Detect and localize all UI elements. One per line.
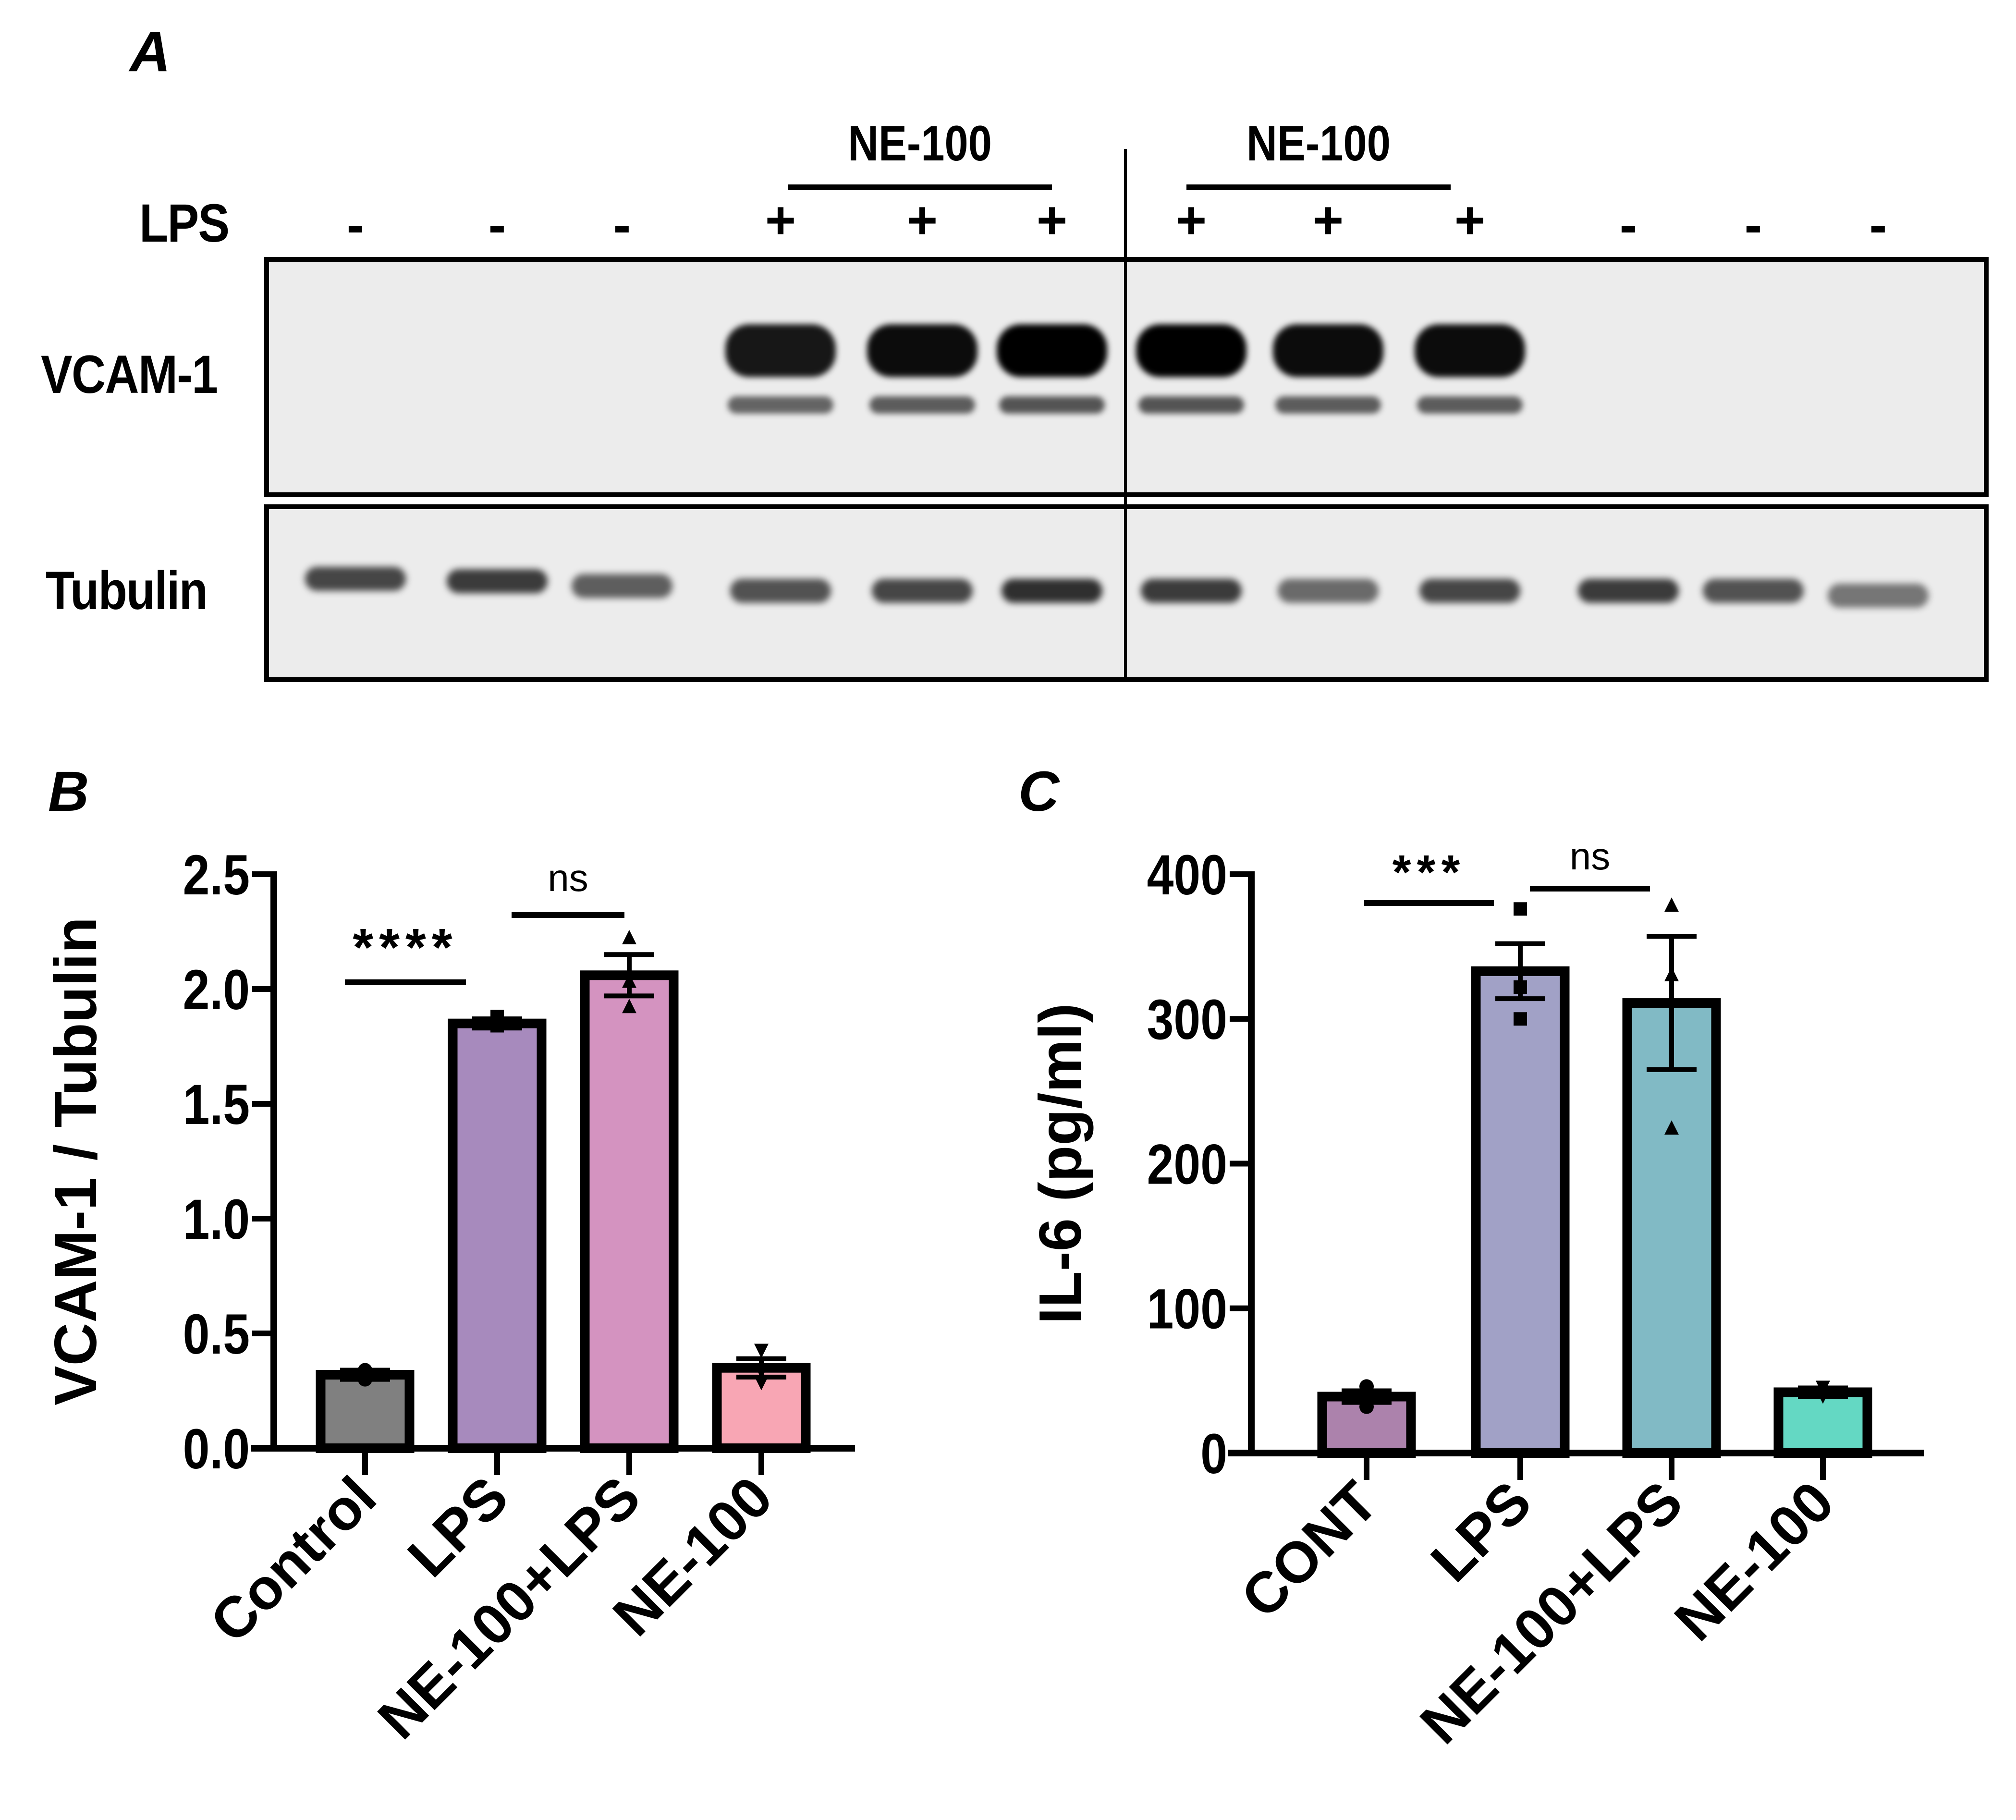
y-axis-title: IL-6 (pg/ml): [1027, 1003, 1094, 1324]
lane-sign-9: +: [1454, 191, 1486, 250]
il6-bar-chart: 0 100 200 300 400 IL-6 (pg/ml) CONT LPSNE-100+L…: [1027, 835, 1924, 1756]
ne100-group-label-2: NE-100: [1246, 116, 1391, 171]
vcam1-band-main: [1415, 324, 1525, 377]
tubulin-band: [572, 574, 672, 598]
tubulin-band: [1578, 579, 1679, 603]
lane-sign-11: -: [1744, 195, 1762, 255]
vcam1-band-lower: [999, 396, 1105, 414]
vcam1-band-lower: [1138, 396, 1244, 414]
lps-label: LPS: [139, 193, 230, 253]
data-point-triangle-down: [1816, 1380, 1830, 1395]
tubulin-band: [1419, 579, 1520, 603]
panel-c-letter: C: [1018, 760, 1060, 823]
data-point-circle: [358, 1365, 372, 1380]
ne100-group-bracket-2: [1186, 184, 1451, 190]
blot-divider-line: [1124, 149, 1127, 682]
tubulin-band: [872, 579, 973, 603]
y-tick-label: 1.5: [183, 1073, 250, 1136]
data-point-triangle: [622, 973, 636, 988]
blot-label-vcam-1: VCAM-1: [41, 344, 218, 404]
tubulin-band: [1828, 584, 1929, 608]
vcam1-band-main: [1136, 324, 1246, 377]
data-point-square: [490, 1010, 504, 1024]
significance-label: ns: [1570, 835, 1611, 878]
tubulin-band: [305, 567, 406, 591]
vcam1-band-lower: [1417, 396, 1523, 414]
vcam1-band-main: [867, 324, 977, 377]
significance-label: ****: [353, 918, 458, 977]
vcam1-band-lower: [728, 396, 833, 414]
vcam1-band-lower: [869, 396, 975, 414]
panel-b-letter: B: [48, 760, 89, 823]
y-tick-label: 400: [1147, 843, 1227, 906]
x-tick-label: CONT: [1229, 1469, 1390, 1630]
vcam1-bar-chart: 0.0 0.5 1.0 1.5 2.0 2.5 VCAM-1 / Tubulin Contro…: [43, 843, 855, 1751]
tubulin-band: [730, 579, 831, 603]
vcam1-band-main: [1273, 324, 1383, 377]
data-point-square: [1514, 1012, 1527, 1026]
x-tick-label: Control: [198, 1465, 388, 1655]
y-tick-label: 200: [1147, 1133, 1227, 1196]
x-tick-label: NE-100+LPS: [1408, 1469, 1695, 1756]
blot-label-tubulin: Tubulin: [46, 561, 208, 621]
x-tick-label: LPS: [1419, 1469, 1544, 1594]
ne100-group-label-1: NE-100: [848, 116, 992, 171]
y-tick-label: 300: [1147, 989, 1227, 1051]
lane-sign-7: +: [1175, 191, 1207, 250]
y-axis-title: VCAM-1 / Tubulin: [43, 917, 109, 1405]
y-tick-label: 100: [1147, 1278, 1227, 1341]
significance-label: ***: [1393, 845, 1466, 899]
data-point-square: [1514, 902, 1527, 916]
lane-sign-10: -: [1619, 195, 1637, 255]
significance-label: ns: [548, 856, 588, 899]
bar-lps: [1471, 966, 1570, 1458]
lane-sign-2: -: [488, 195, 506, 255]
y-tick-label: 0.0: [183, 1417, 250, 1480]
lane-sign-6: +: [1036, 191, 1068, 250]
data-point-triangle: [1664, 1120, 1679, 1135]
data-point-square: [1514, 980, 1527, 994]
data-point-triangle: [622, 999, 636, 1014]
vcam1-band-lower: [1275, 396, 1381, 414]
y-tick-label: 0.5: [183, 1303, 250, 1366]
x-tick-label: NE-100: [1662, 1469, 1846, 1653]
vcam1-band-main: [997, 324, 1107, 377]
data-point-triangle: [622, 929, 636, 944]
data-point-triangle: [1664, 966, 1679, 981]
lane-sign-12: -: [1869, 195, 1887, 255]
y-tick-label: 2.0: [183, 958, 250, 1021]
y-tick-label: 0: [1200, 1422, 1227, 1485]
panel-a-letter: A: [130, 20, 171, 84]
data-point-triangle-down: [754, 1344, 769, 1358]
y-tick-label: 1.0: [183, 1188, 250, 1251]
ne100-group-bracket-1: [788, 184, 1052, 190]
data-point-triangle-down: [754, 1376, 769, 1391]
y-tick-label: 2.5: [183, 843, 250, 906]
lane-sign-8: +: [1312, 191, 1344, 250]
bar-lps: [448, 1018, 547, 1453]
bar-ne-100-lps: [580, 970, 679, 1453]
data-point-circle: [1359, 1379, 1374, 1394]
tubulin-band: [1141, 579, 1242, 603]
lane-sign-1: -: [346, 195, 365, 255]
data-point-circle: [1359, 1399, 1374, 1414]
data-point-triangle: [1664, 897, 1679, 912]
vcam1-band-main: [725, 324, 836, 377]
tubulin-band: [1703, 579, 1804, 603]
data-point-triangle-down: [754, 1364, 769, 1379]
tubulin-band: [1002, 579, 1102, 603]
lane-sign-4: +: [765, 191, 796, 250]
tubulin-band: [447, 569, 548, 593]
lane-sign-3: -: [613, 195, 631, 255]
lane-sign-5: +: [906, 191, 938, 250]
tubulin-band: [1278, 579, 1379, 603]
